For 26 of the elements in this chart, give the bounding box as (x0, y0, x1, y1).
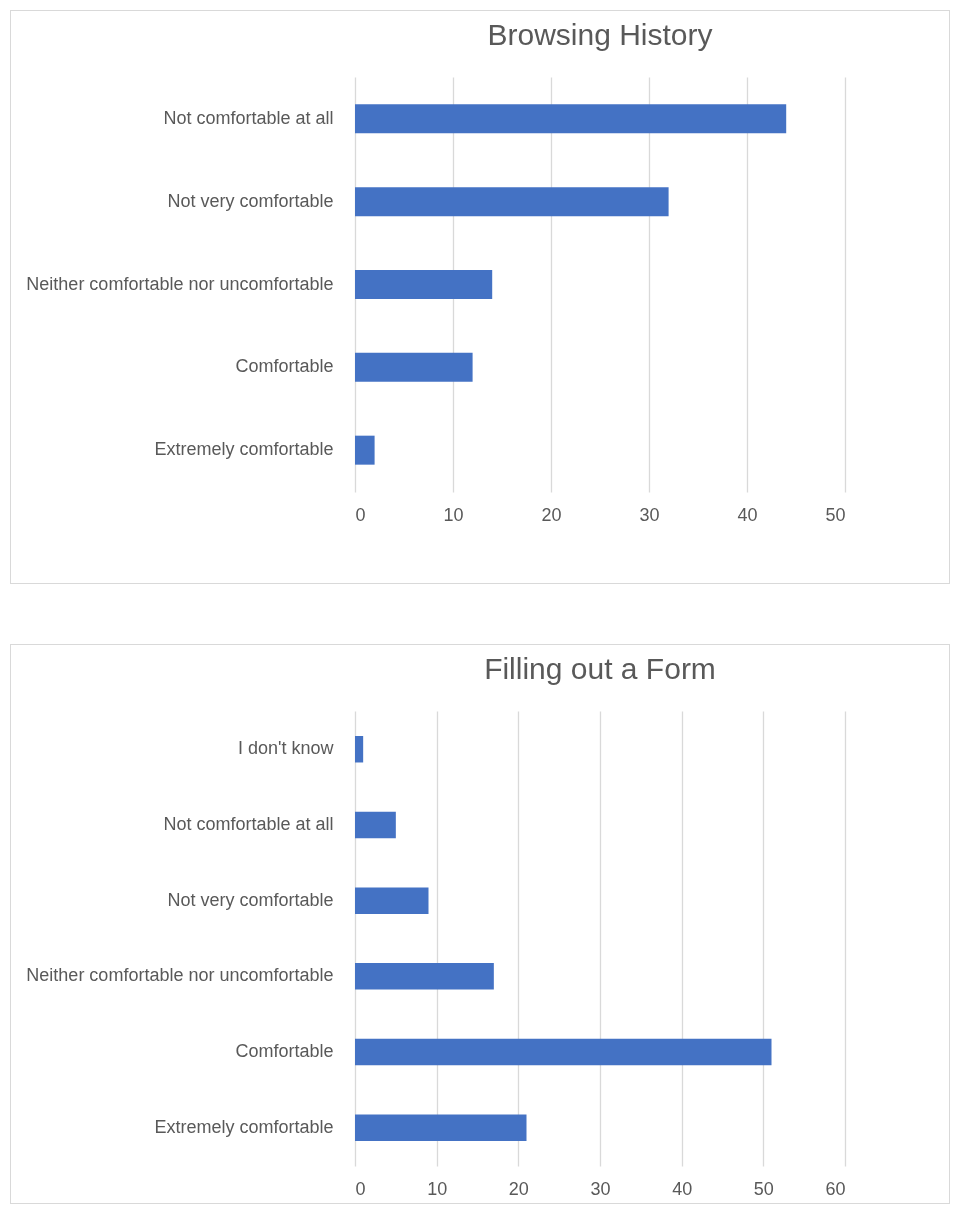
y-tick-label: Comfortable (235, 356, 334, 377)
y-tick-label: Extremely comfortable (154, 439, 334, 460)
y-tick-label: Not very comfortable (167, 889, 334, 910)
y-tick-label: I don't know (238, 738, 335, 759)
x-tick-label: 40 (672, 1178, 693, 1199)
x-tick-label: 60 (825, 1178, 846, 1199)
chart-title: Browsing History (487, 18, 713, 51)
y-tick-label: Not comfortable at all (163, 813, 334, 834)
x-tick-label: 30 (590, 1178, 611, 1199)
x-tick-label: 50 (825, 504, 846, 525)
x-tick-label: 0 (355, 1178, 366, 1199)
chart-title: Filling out a Form (484, 652, 716, 685)
y-tick-label: Not comfortable at all (163, 107, 334, 128)
x-tick-label: 20 (508, 1178, 529, 1199)
x-tick-label: 30 (639, 504, 660, 525)
y-tick-label: Neither comfortable nor uncomfortable (26, 273, 334, 294)
x-tick-label: 10 (443, 504, 464, 525)
x-tick-label: 10 (427, 1178, 448, 1199)
x-tick-label: 0 (355, 504, 366, 525)
x-tick-label: 40 (737, 504, 758, 525)
y-tick-label: Not very comfortable (167, 190, 334, 211)
y-tick-label: Extremely comfortable (154, 1116, 334, 1137)
x-tick-label: 50 (753, 1178, 774, 1199)
y-tick-label: Comfortable (235, 1041, 334, 1062)
y-tick-label: Neither comfortable nor uncomfortable (26, 965, 334, 986)
x-tick-label: 20 (541, 504, 562, 525)
